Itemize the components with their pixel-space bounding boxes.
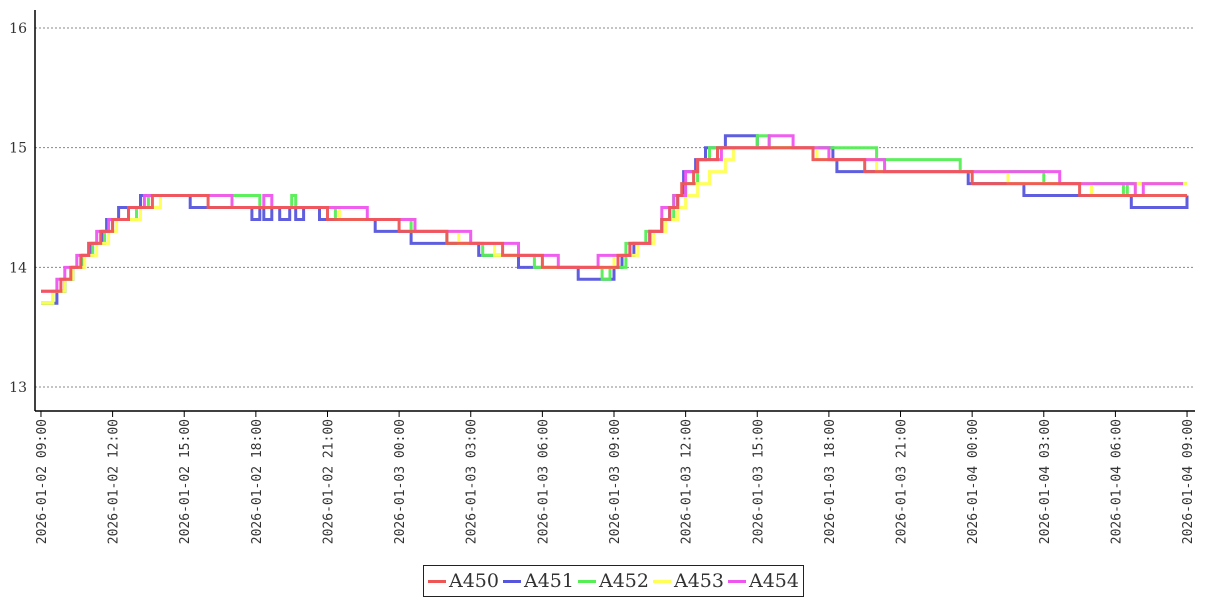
legend-label: A450	[449, 570, 499, 592]
x-tick-label: 2026-01-03 00:00	[393, 419, 408, 544]
x-tick-label: 2026-01-04 00:00	[966, 419, 981, 544]
legend-item-a451: A451	[503, 570, 574, 592]
x-tick-label: 2026-01-02 09:00	[35, 419, 50, 544]
legend-label: A452	[599, 570, 649, 592]
x-tick-label: 2026-01-04 06:00	[1109, 419, 1124, 544]
legend-label: A451	[524, 570, 574, 592]
x-tick-label: 2026-01-03 09:00	[608, 419, 623, 544]
legend-item-a452: A452	[578, 570, 649, 592]
legend-swatch	[503, 579, 521, 583]
x-tick-label: 2026-01-04 03:00	[1038, 419, 1053, 544]
series-line-a451	[41, 134, 1189, 305]
series-line-a450	[41, 146, 1187, 293]
y-tick-label: 13	[9, 380, 27, 396]
legend-label: A454	[749, 570, 799, 592]
legend-swatch	[428, 579, 446, 583]
legend-item-a450: A450	[428, 570, 499, 592]
legend-swatch	[578, 579, 596, 583]
y-tick-label: 14	[9, 260, 27, 276]
x-tick-label: 2026-01-03 06:00	[536, 419, 551, 544]
x-tick-label: 2026-01-03 03:00	[465, 419, 480, 544]
x-tick-label: 2026-01-02 21:00	[321, 419, 336, 544]
x-tick-label: 2026-01-03 21:00	[895, 419, 910, 544]
x-tick-label: 2026-01-03 12:00	[680, 419, 695, 544]
y-tick-label: 16	[9, 21, 27, 37]
x-tick-label: 2026-01-03 15:00	[751, 419, 766, 544]
y-tick-label: 15	[9, 141, 27, 157]
legend-swatch	[653, 579, 671, 583]
series-lines	[41, 134, 1189, 305]
x-tick-label: 2026-01-03 18:00	[823, 419, 838, 544]
legend-swatch	[728, 579, 746, 583]
legend-label: A453	[674, 570, 724, 592]
x-tick-label: 2026-01-04 09:00	[1181, 419, 1196, 544]
legend: A450 A451 A452 A453 A454	[423, 565, 804, 597]
legend-item-a453: A453	[653, 570, 724, 592]
legend-item-a454: A454	[728, 570, 799, 592]
x-axis-ticks: 2026-01-02 09:00 2026-01-02 12:00 2026-01-…	[35, 411, 1196, 544]
x-tick-label: 2026-01-02 18:00	[250, 419, 265, 544]
x-tick-label: 2026-01-02 12:00	[107, 419, 122, 544]
x-tick-label: 2026-01-02 15:00	[178, 419, 193, 544]
y-axis-ticks: 13 14 15 16	[9, 21, 27, 396]
